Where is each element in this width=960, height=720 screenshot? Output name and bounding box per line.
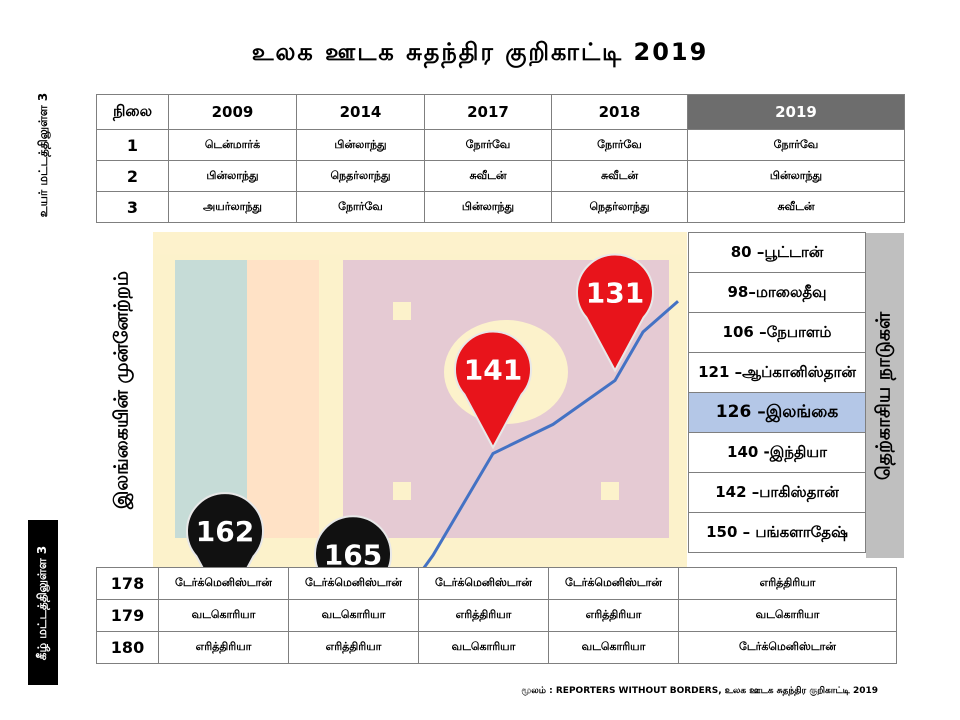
country-cell: டேர்க்மெனிஸ்டான் [158,567,289,600]
country-cell: நோர்வே [296,191,425,223]
rank-cell: 2 [96,160,169,192]
country-cell: எரித்திரியா [418,599,549,632]
country-cell: அயர்லாந்து [168,191,297,223]
table-row: 1 டென்மார்க் பின்லாந்து நோர்வே நோர்வே நோ… [96,129,905,161]
header-2017: 2017 [424,94,552,130]
country-cell: பின்லாந்து [168,160,297,192]
page-title: உலக ஊடக சுதந்திர குறிகாட்டி 2019 [251,38,709,66]
table-row: 180 எரித்திரியா எரித்திரியா வடகொரியா வடக… [96,631,897,664]
country-cell: வடகொரியா [288,599,419,632]
country-cell: வடகொரியா [678,599,897,632]
country-cell: பின்லாந்து [687,160,905,192]
rank-cell: 180 [96,631,159,664]
country-cell: சுவீடன் [424,160,552,192]
top-three-label: உயர் மட்டத்திலுள்ள 3 [36,92,50,218]
rank-marker-label: 141 [464,354,522,387]
top-ranking-table: நிலை 2009 2014 2017 2018 2019 1 டென்மார்… [96,94,905,223]
rank-marker-pin [576,253,654,373]
south-asia-item: 121 –ஆப்கானிஸ்தான் [688,352,866,393]
south-asia-item-sri-lanka: 126 –இலங்கை [688,392,866,433]
header-2009: 2009 [168,94,297,130]
country-cell: நோர்வே [424,129,552,161]
country-cell: எரித்திரியா [288,631,419,664]
header-rank: நிலை [96,94,169,130]
table-row: 179 வடகொரியா வடகொரியா எரித்திரியா எரித்த… [96,599,897,632]
country-cell: பின்லாந்து [424,191,552,223]
rank-marker-pin [314,515,392,567]
rank-marker-label: 165 [324,538,382,567]
table-row: 2 பின்லாந்து நெதர்லாந்து சுவீடன் சுவீடன்… [96,160,905,192]
bottom-three-label: கீழ் மட்டத்திலுள்ள 3 [28,520,58,685]
south-asia-item: 150 – பங்களாதேஷ் [688,512,866,553]
country-cell: பின்லாந்து [296,129,425,161]
country-cell: வடகொரியா [548,631,679,664]
south-asia-table: 80 –பூட்டான் 98–மாலைதீவு 106 –நேபாளம் 12… [688,232,866,553]
country-cell: டேர்க்மெனிஸ்டான் [418,567,549,600]
country-cell: நெதர்லாந்து [296,160,425,192]
south-asia-item: 106 –நேபாளம் [688,312,866,353]
rank-trend-line [422,300,679,567]
country-cell: வடகொரியா [158,599,289,632]
country-cell: டேர்க்மெனிஸ்டான் [678,631,897,664]
rank-marker-pin [454,330,532,450]
rank-cell: 178 [96,567,159,600]
table-row: 3 அயர்லாந்து நோர்வே பின்லாந்து நெதர்லாந்… [96,191,905,223]
country-cell: எரித்திரியா [158,631,289,664]
country-cell: வடகொரியா [418,631,549,664]
sri-lanka-rank-chart: 162 165 141 131 [153,232,687,567]
rank-cell: 1 [96,129,169,161]
header-2014: 2014 [296,94,425,130]
country-cell: நோர்வே [687,129,905,161]
country-cell: எரித்திரியா [548,599,679,632]
rank-marker-label: 162 [196,515,254,548]
country-cell: நெதர்லாந்து [551,191,688,223]
table-row: 178 டேர்க்மெனிஸ்டான் டேர்க்மெனிஸ்டான் டே… [96,567,897,600]
rank-marker-pin [186,492,264,567]
country-cell: எரித்திரியா [678,567,897,600]
source-note: மூலம் : REPORTERS WITHOUT BORDERS, உலக ஊ… [521,686,878,696]
rank-markers: 162 165 141 131 [186,253,654,567]
chart-axis-label: இலங்கையின் முன்னேற்றம் [110,270,133,510]
south-asia-heading: தெற்காசிய நாடுகள் [866,233,904,558]
header-2018: 2018 [551,94,688,130]
country-cell: டென்மார்க் [168,129,297,161]
bottom-ranking-table: 178 டேர்க்மெனிஸ்டான் டேர்க்மெனிஸ்டான் டே… [96,567,897,664]
south-asia-item: 98–மாலைதீவு [688,272,866,313]
country-cell: டேர்க்மெனிஸ்டான் [548,567,679,600]
rank-cell: 179 [96,599,159,632]
rank-cell: 3 [96,191,169,223]
header-2019: 2019 [687,94,905,130]
south-asia-item: 80 –பூட்டான் [688,232,866,273]
south-asia-item: 140 -இந்தியா [688,432,866,473]
country-cell: சுவீடன் [687,191,905,223]
south-asia-item: 142 –பாகிஸ்தான் [688,472,866,513]
rank-marker-label: 131 [586,277,644,310]
country-cell: நோர்வே [551,129,688,161]
country-cell: டேர்க்மெனிஸ்டான் [288,567,419,600]
country-cell: சுவீடன் [551,160,688,192]
table-header-row: நிலை 2009 2014 2017 2018 2019 [96,94,905,130]
